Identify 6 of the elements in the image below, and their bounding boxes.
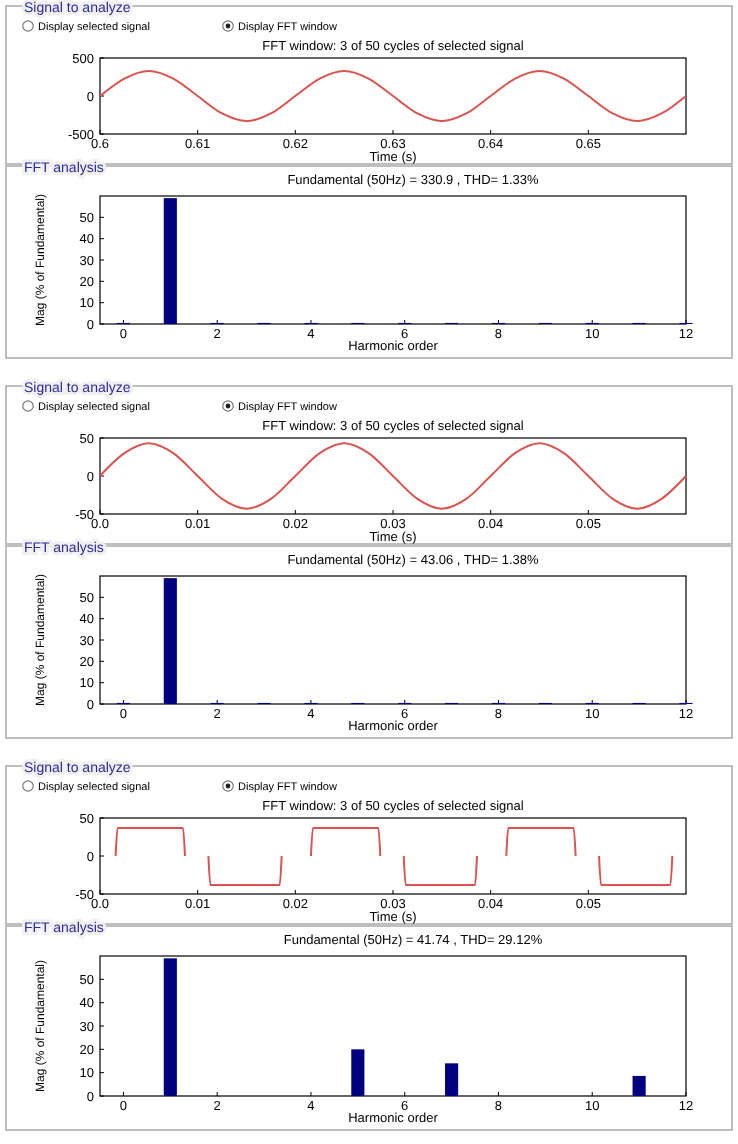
bar bbox=[632, 1075, 646, 1096]
bar bbox=[163, 958, 177, 1096]
bar bbox=[351, 1049, 365, 1096]
line-series bbox=[99, 69, 687, 123]
bar bbox=[445, 1063, 459, 1096]
line-series bbox=[99, 442, 687, 510]
